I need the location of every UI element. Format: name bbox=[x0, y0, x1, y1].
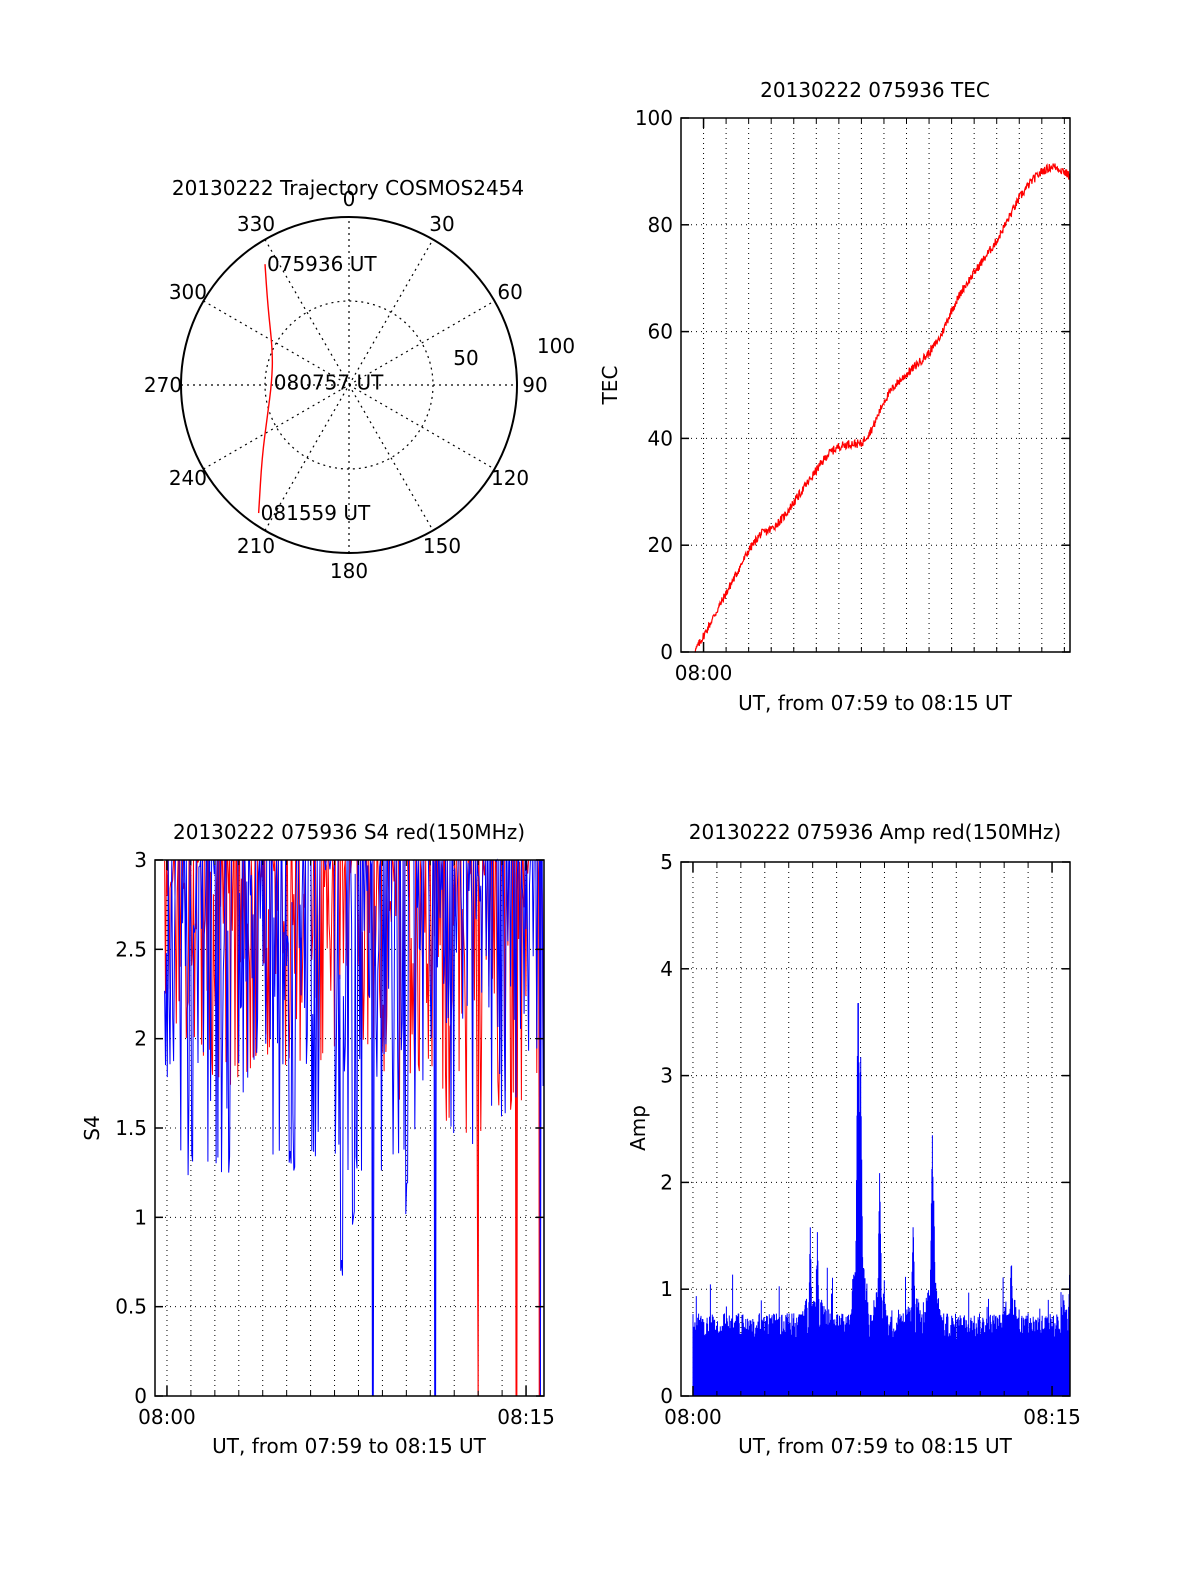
y-tick-label: 2 bbox=[134, 1027, 147, 1051]
azimuth-label-90: 90 bbox=[522, 373, 547, 397]
x-tick-label: 08:00 bbox=[664, 1405, 722, 1429]
y-tick-label: 20 bbox=[648, 533, 673, 557]
azimuth-label-120: 120 bbox=[491, 466, 529, 490]
ring-label-50: 50 bbox=[453, 346, 478, 370]
azimuth-label-30: 30 bbox=[429, 212, 454, 236]
s4-xlabel: UT, from 07:59 to 08:15 UT bbox=[212, 1434, 487, 1458]
y-tick-label: 0 bbox=[134, 1384, 147, 1408]
polar-ring-labels: 50 100 bbox=[453, 334, 575, 370]
trajectory-annotations: 075936 UT 080757 UT 081559 UT bbox=[261, 252, 384, 525]
trajectory-series bbox=[257, 264, 274, 514]
y-tick-label: 3 bbox=[134, 848, 147, 872]
polar-azimuth-labels: 0 30 60 90 120 150 180 210 240 270 300 330 bbox=[144, 187, 548, 583]
polar-grid bbox=[180, 216, 518, 554]
ring-label-100: 100 bbox=[537, 334, 575, 358]
y-tick-label: 4 bbox=[660, 957, 673, 981]
y-tick-label: 3 bbox=[660, 1064, 673, 1088]
s4-series bbox=[164, 858, 545, 1397]
azimuth-label-330: 330 bbox=[237, 212, 275, 236]
y-tick-label: 0 bbox=[660, 640, 673, 664]
y-tick-label: 80 bbox=[648, 213, 673, 237]
trajectory-time-label: 075936 UT bbox=[267, 252, 377, 276]
y-tick-label: 60 bbox=[648, 320, 673, 344]
y-tick-label: 5 bbox=[660, 850, 673, 874]
y-tick-label: 0 bbox=[660, 1384, 673, 1408]
x-tick-label: 08:15 bbox=[1023, 1405, 1081, 1429]
trajectory-line bbox=[257, 264, 274, 514]
plot-frame bbox=[680, 861, 1071, 1397]
x-tick-label: 08:00 bbox=[138, 1405, 196, 1429]
y-tick-label: 40 bbox=[648, 426, 673, 450]
tec-series-red bbox=[694, 163, 1071, 653]
amp-panel: 20130222 075936 Amp red(150MHz) 0 1 2 3 4 5 08… bbox=[626, 820, 1081, 1458]
x-tick-label: 08:00 bbox=[675, 661, 733, 685]
x-tick-label: 08:15 bbox=[497, 1405, 555, 1429]
trajectory-time-label: 080757 UT bbox=[274, 370, 384, 394]
azimuth-label-180: 180 bbox=[330, 559, 368, 583]
tec-axes: 0 20 40 60 80 100 08:00 bbox=[635, 106, 1071, 685]
azimuth-label-300: 300 bbox=[169, 280, 207, 304]
s4-axes: 0 0.5 1 1.5 2 2.5 3 08:00 08:15 bbox=[115, 848, 555, 1429]
s4-ylabel: S4 bbox=[80, 1115, 104, 1140]
y-tick-label: 2 bbox=[660, 1170, 673, 1194]
amp-series-blue bbox=[692, 1003, 1071, 1396]
trajectory-time-label: 081559 UT bbox=[261, 501, 371, 525]
amp-xlabel: UT, from 07:59 to 08:15 UT bbox=[738, 1434, 1013, 1458]
y-tick-label: 1 bbox=[134, 1205, 147, 1229]
azimuth-label-210: 210 bbox=[237, 534, 275, 558]
amp-title: 20130222 075936 Amp red(150MHz) bbox=[689, 820, 1061, 844]
azimuth-label-150: 150 bbox=[423, 534, 461, 558]
tec-panel: 20130222 075936 TEC 0 20 40 60 80 100 08:00 UT… bbox=[598, 78, 1071, 715]
amp-bars bbox=[692, 1003, 1071, 1396]
trajectory-title: 20130222 Trajectory COSMOS2454 bbox=[172, 176, 524, 200]
azimuth-label-0: 0 bbox=[343, 187, 356, 211]
y-tick-label: 1.5 bbox=[115, 1116, 147, 1140]
azimuth-label-240: 240 bbox=[169, 466, 207, 490]
y-tick-label: 100 bbox=[635, 106, 673, 130]
amp-ylabel: Amp bbox=[626, 1105, 650, 1151]
amp-axes: 0 1 2 3 4 5 08:00 08:15 bbox=[660, 850, 1081, 1429]
tec-line bbox=[694, 163, 1071, 653]
azimuth-label-60: 60 bbox=[497, 280, 522, 304]
y-tick-label: 0.5 bbox=[115, 1295, 147, 1319]
trajectory-panel: 20130222 Trajectory COSMOS2454 0 30 60 90 12… bbox=[144, 176, 575, 583]
plot-frame bbox=[680, 117, 1071, 653]
tec-grid bbox=[681, 118, 1070, 652]
tec-ylabel: TEC bbox=[598, 366, 622, 406]
polar-spoke bbox=[264, 239, 434, 531]
s4-blue-line bbox=[164, 858, 545, 1397]
y-tick-label: 2.5 bbox=[115, 937, 147, 961]
tec-xlabel: UT, from 07:59 to 08:15 UT bbox=[738, 691, 1013, 715]
y-tick-label: 1 bbox=[660, 1277, 673, 1301]
s4-panel: 20130222 075936 S4 red(150MHz) 0 0.5 1 1.5 2… bbox=[80, 820, 555, 1458]
azimuth-label-270: 270 bbox=[144, 373, 182, 397]
s4-title: 20130222 075936 S4 red(150MHz) bbox=[173, 820, 525, 844]
tec-title: 20130222 075936 TEC bbox=[760, 78, 990, 102]
